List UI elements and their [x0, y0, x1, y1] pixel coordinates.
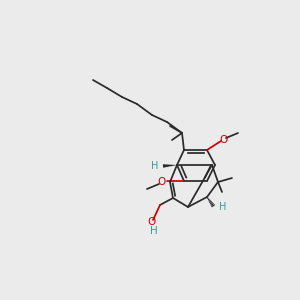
Text: O: O: [219, 135, 227, 145]
Text: H: H: [219, 202, 226, 212]
Text: H: H: [150, 226, 158, 236]
Text: O: O: [158, 177, 166, 187]
Text: H: H: [151, 161, 158, 171]
Polygon shape: [163, 164, 177, 168]
Text: O: O: [148, 217, 156, 227]
